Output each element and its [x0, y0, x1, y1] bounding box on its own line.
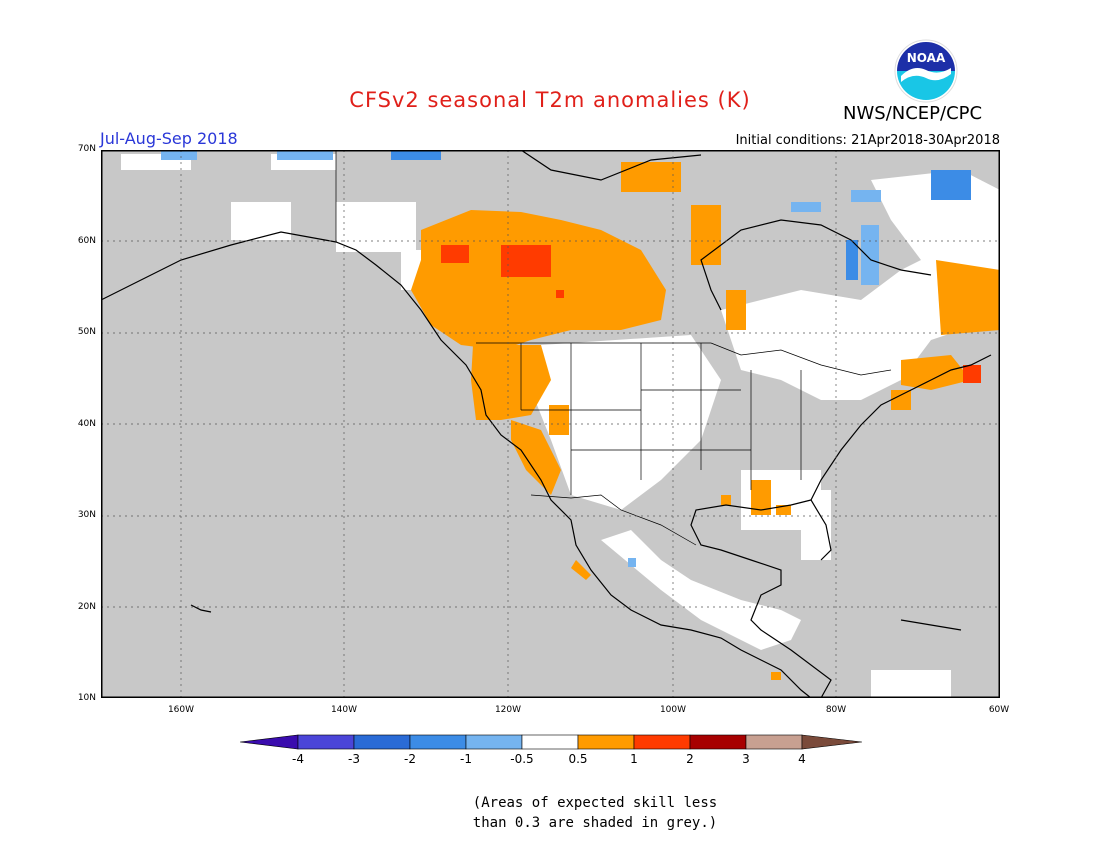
lat-label: 70N — [77, 144, 96, 154]
noaa-logo-text: NOAA — [907, 51, 946, 65]
lon-label: 60W — [988, 705, 1010, 715]
lon-label: 80W — [825, 705, 847, 715]
colorbar — [240, 734, 862, 750]
strong-warm-anomaly-regions — [441, 245, 981, 383]
colorbar-segment — [465, 734, 523, 750]
colorbar-segment — [353, 734, 411, 750]
skill-note-line-1: (Areas of expected skill less — [472, 795, 718, 811]
colorbar-label: -4 — [292, 752, 304, 766]
map-title: CFSv2 seasonal T2m anomalies (K) — [349, 88, 751, 112]
colorbar-label: -2 — [404, 752, 416, 766]
colorbar-segment — [577, 734, 635, 750]
colorbar-label: 3 — [742, 752, 750, 766]
cool-anomaly-regions — [161, 150, 971, 567]
lon-label: 160W — [167, 705, 195, 715]
colorbar-segment — [745, 734, 803, 750]
colorbar-label: -1 — [460, 752, 472, 766]
colorbar-label: 4 — [798, 752, 806, 766]
colorbar-label: 2 — [686, 752, 694, 766]
skill-note-line-2: than 0.3 are shaded in grey.) — [472, 815, 718, 831]
political-borders — [335, 150, 892, 546]
lon-label: 120W — [494, 705, 522, 715]
lat-label: 50N — [77, 327, 96, 337]
colorbar-segment — [240, 734, 299, 750]
season-label: Jul-Aug-Sep 2018 — [100, 129, 238, 148]
colorbar-segment — [409, 734, 467, 750]
lat-label: 10N — [77, 693, 96, 703]
colorbar-segment — [801, 734, 862, 750]
map-frame — [101, 150, 1000, 698]
colorbar-segment — [521, 734, 579, 750]
colorbar-label: -0.5 — [510, 752, 534, 766]
colorbar-segment — [297, 734, 355, 750]
anomaly-map — [101, 150, 1000, 698]
agency-label: NWS/NCEP/CPC — [843, 103, 983, 124]
lon-label: 140W — [330, 705, 358, 715]
lat-label: 40N — [77, 419, 96, 429]
colorbar-segment — [633, 734, 691, 750]
lat-label: 20N — [77, 602, 96, 612]
colorbar-label: 0.5 — [568, 752, 588, 766]
colorbar-label: 1 — [630, 752, 638, 766]
lat-label: 30N — [77, 510, 96, 520]
skill-note: (Areas of expected skill less than 0.3 a… — [0, 793, 1100, 833]
graticule — [101, 150, 1000, 698]
colorbar-label: -3 — [348, 752, 360, 766]
warm-anomaly-regions — [411, 162, 1000, 680]
noaa-logo: NOAA — [894, 39, 958, 103]
colorbar-segment — [689, 734, 747, 750]
initial-conditions: Initial conditions: 21Apr2018-30Apr2018 — [735, 133, 1000, 148]
lon-label: 100W — [659, 705, 687, 715]
lat-label: 60N — [77, 236, 96, 246]
